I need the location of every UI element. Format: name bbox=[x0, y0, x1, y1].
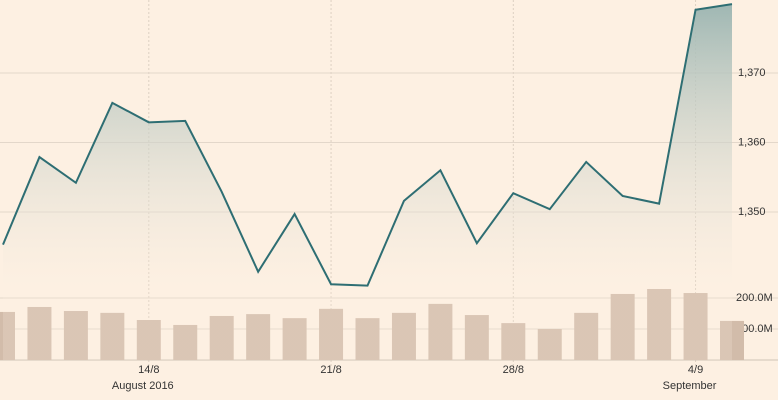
y-tick-label: 1,370 bbox=[738, 67, 766, 79]
y2-tick-label: 100.0M bbox=[736, 323, 773, 335]
price-line bbox=[2, 3, 733, 287]
x-tick-label: 4/9 bbox=[688, 364, 703, 376]
y-tick-label: 1,360 bbox=[738, 136, 766, 148]
month-label: September bbox=[663, 380, 717, 392]
y-tick-label: 1,350 bbox=[738, 206, 766, 218]
y2-tick-label: 200.0M bbox=[736, 292, 773, 304]
month-label: August 2016 bbox=[112, 380, 174, 392]
x-tick-label: 28/8 bbox=[503, 364, 524, 376]
x-tick-label: 14/8 bbox=[138, 364, 159, 376]
price-area bbox=[3, 4, 732, 360]
x-tick-label: 21/8 bbox=[320, 364, 341, 376]
